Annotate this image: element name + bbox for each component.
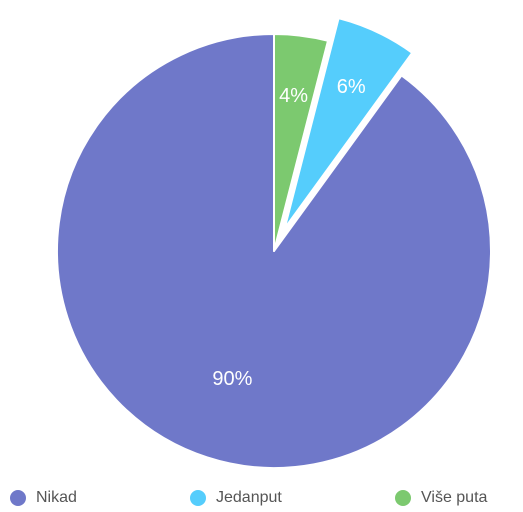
legend-item-vise-puta[interactable]: Više puta — [395, 487, 487, 509]
legend-swatch-vise-puta — [395, 490, 411, 506]
legend-label-vise-puta: Više puta — [421, 489, 488, 506]
pie-slice-jedanput[interactable] — [283, 17, 414, 230]
legend-label-nikad: Nikad — [36, 489, 77, 506]
legend-swatch-nikad — [10, 490, 26, 506]
legend-item-nikad[interactable]: Nikad — [10, 487, 77, 509]
legend-swatch-jedanput — [190, 490, 206, 506]
data-label-jedanput: 6% — [337, 76, 366, 98]
data-label-nikad: 90% — [212, 368, 252, 390]
chart-legend: Nikad Jedanput Više puta — [10, 487, 523, 509]
data-label-vise-puta: 4% — [279, 85, 308, 107]
pie-slice-vise-puta[interactable] — [273, 33, 329, 252]
legend-label-jedanput: Jedanput — [216, 489, 282, 506]
legend-item-jedanput[interactable]: Jedanput — [190, 487, 282, 509]
